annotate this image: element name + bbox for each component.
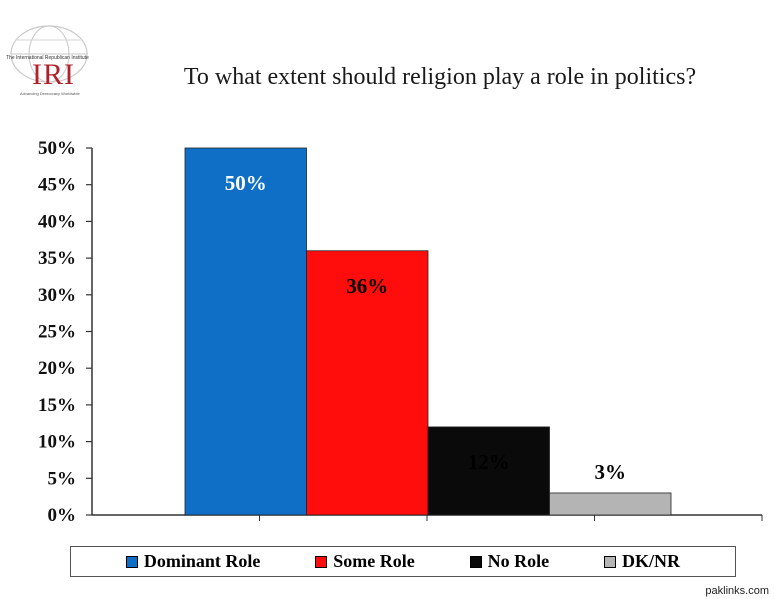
data-label: 50% <box>225 171 267 195</box>
y-tick-label: 35% <box>38 248 76 269</box>
y-tick-label: 50% <box>38 138 76 159</box>
bar-dominant-role <box>184 147 307 516</box>
legend-item: No Role <box>469 551 550 572</box>
globe-icon <box>10 25 88 83</box>
y-tick-label: 10% <box>38 432 76 453</box>
y-tick-label: 20% <box>38 358 76 379</box>
chart-title: To what extent should religion play a ro… <box>183 64 697 90</box>
y-tick-label: 25% <box>38 322 76 343</box>
legend-swatch <box>315 555 328 568</box>
y-tick-label: 5% <box>48 468 77 489</box>
legend-swatch <box>125 555 138 568</box>
legend-label: DK/NR <box>622 551 681 571</box>
bar-no-role <box>427 426 550 516</box>
legend-swatch <box>469 555 482 568</box>
data-label: 12% <box>468 450 510 474</box>
y-tick-label: 40% <box>38 211 76 232</box>
legend-label: No Role <box>487 551 550 571</box>
logo-abbreviation: IRI <box>32 58 75 91</box>
data-label: 3% <box>595 460 627 484</box>
legend-label: Some Role <box>333 551 415 571</box>
legend-swatch <box>604 555 617 568</box>
legend-item: DK/NR <box>604 551 680 572</box>
y-tick-label: 30% <box>38 285 76 306</box>
legend-item: Dominant Role <box>125 551 261 572</box>
chart-legend: Dominant Role Some Role No Role DK/NR <box>70 546 736 577</box>
watermark: paklinks.com <box>705 585 769 597</box>
y-tick-label: 45% <box>38 175 76 196</box>
data-label: 36% <box>346 274 388 298</box>
y-tick-label: 0% <box>48 505 77 526</box>
logo-institute-text: The International Republican Institute <box>6 55 89 61</box>
iri-logo: The International Republican Institute I… <box>4 18 94 98</box>
bar-some-role <box>306 250 429 516</box>
legend-label: Dominant Role <box>143 551 261 571</box>
legend-item: Some Role <box>315 551 415 572</box>
logo-tagline: Advancing Democracy Worldwide <box>20 91 80 96</box>
y-tick-label: 15% <box>38 395 76 416</box>
bar-dk-nr <box>549 492 672 516</box>
